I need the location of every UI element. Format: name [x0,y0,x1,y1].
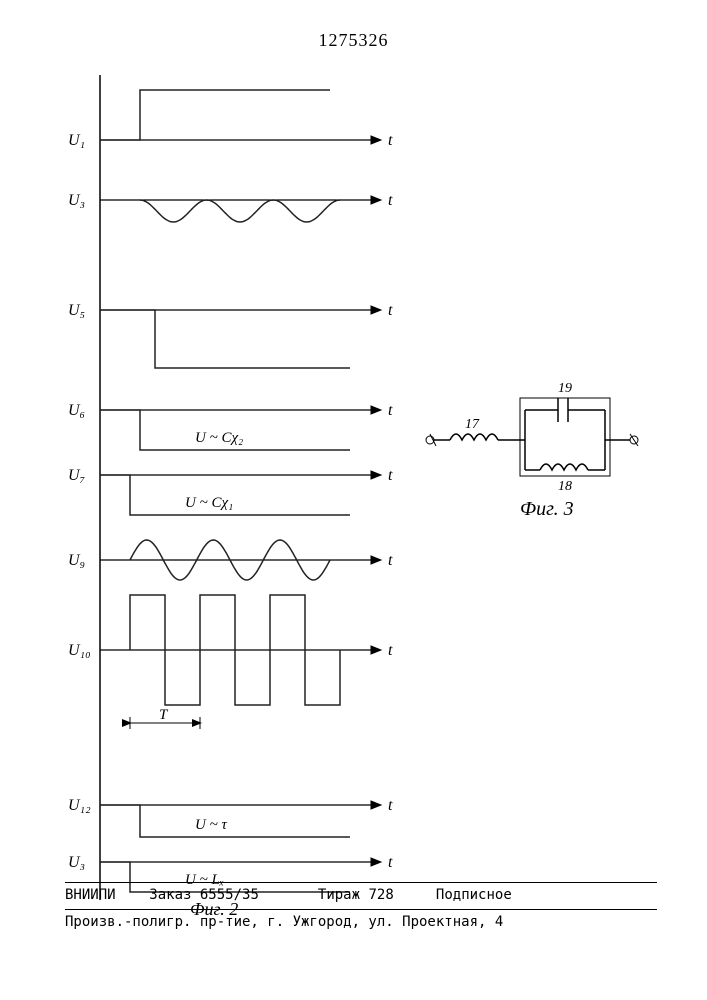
svg-text:t: t [388,797,393,814]
svg-text:U₃: U₃ [68,192,85,209]
svg-text:U ~ Cχ₂: U ~ Cχ₂ [195,430,243,446]
circuit-fig3: 17 19 18 Фиг. 3 [426,381,638,520]
svg-text:t: t [388,302,393,319]
svg-text:t: t [388,854,393,871]
svg-text:U₃: U₃ [68,854,85,871]
footer-order: Заказ 6555/35 [149,887,259,903]
svg-text:U₅: U₅ [68,302,85,319]
svg-text:t: t [388,552,393,569]
footer-podpis: Подписное [436,887,512,903]
footer-org: ВНИИПИ [65,887,116,903]
svg-text:T: T [159,707,169,723]
svg-text:U₇: U₇ [68,467,86,484]
svg-text:U₆: U₆ [68,402,85,419]
svg-text:t: t [388,192,393,209]
svg-text:U₁₂: U₁₂ [68,797,91,814]
figure-canvas: U₁ t U₃ t U₅ t U₆ t U ~ Cχ₂ U₇ t U ~ Cχ₁ U₉ t U₁₀ t T U₁₂… [0,0,707,1000]
label-c: 19 [558,381,572,396]
footer-tirazh: Тираж 728 [318,887,394,903]
svg-text:t: t [388,467,393,484]
svg-text:U₉: U₉ [68,552,85,569]
fig3-caption: Фиг. 3 [520,498,574,520]
label-l2: 18 [558,479,572,494]
label-l1: 17 [465,417,480,432]
svg-text:t: t [388,132,393,149]
footer: ВНИИПИ Заказ 6555/35 Тираж 728 Подписное… [65,878,657,930]
svg-text:U ~ τ: U ~ τ [195,817,227,833]
svg-text:U₁: U₁ [68,132,85,149]
svg-text:U ~ Cχ₁: U ~ Cχ₁ [185,495,233,511]
footer-address: Произв.-полигр. пр-тие, г. Ужгород, ул. … [65,914,657,930]
svg-text:t: t [388,402,393,419]
svg-text:t: t [388,642,393,659]
svg-text:U₁₀: U₁₀ [68,642,91,659]
